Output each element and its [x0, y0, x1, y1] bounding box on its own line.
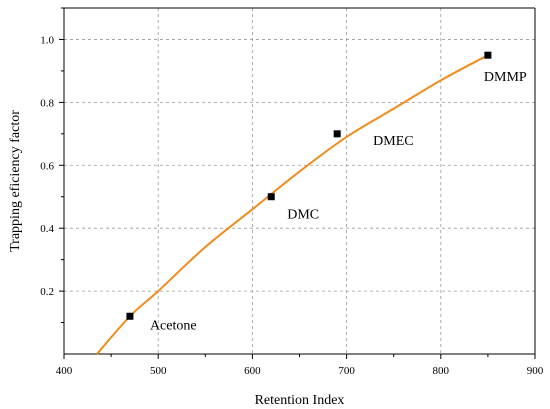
x-tick-label: 500: [150, 365, 167, 377]
data-points-layer: [126, 51, 492, 320]
y-tick-label: 0.2: [40, 286, 54, 298]
x-tick-label: 700: [338, 365, 355, 377]
data-point-marker: [484, 51, 492, 59]
data-point-marker: [267, 193, 275, 201]
y-axis-title: Trapping eficiency factor: [8, 110, 23, 252]
x-tick-label: 900: [527, 365, 544, 377]
y-tick-label: 0.4: [40, 223, 54, 235]
data-point-label: DMMP: [484, 70, 527, 85]
y-tick-label: 1.0: [40, 34, 54, 46]
data-point-marker: [333, 130, 341, 138]
data-point-label: DMC: [287, 208, 319, 223]
data-point-label: Acetone: [150, 318, 197, 333]
axes: [63, 7, 536, 355]
grid: [64, 8, 535, 354]
data-point-label: DMEC: [373, 134, 413, 149]
x-tick-label: 600: [244, 365, 261, 377]
fit-curve-line: [96, 54, 489, 355]
data-point-marker: [126, 312, 134, 320]
ticks: 400 500 600 700 800 900 0.2 0.4 0.6 0.8 1.0: [40, 7, 544, 377]
y-tick-label: 0.8: [40, 97, 54, 109]
annotations-layer: Acetone DMC DMEC DMMP: [150, 70, 527, 333]
x-tick-label: 400: [56, 365, 73, 377]
x-tick-label: 800: [433, 365, 450, 377]
y-tick-label: 0.6: [40, 160, 54, 172]
fit-curve-layer: [96, 54, 489, 355]
x-axis-title: Retention Index: [255, 393, 345, 408]
